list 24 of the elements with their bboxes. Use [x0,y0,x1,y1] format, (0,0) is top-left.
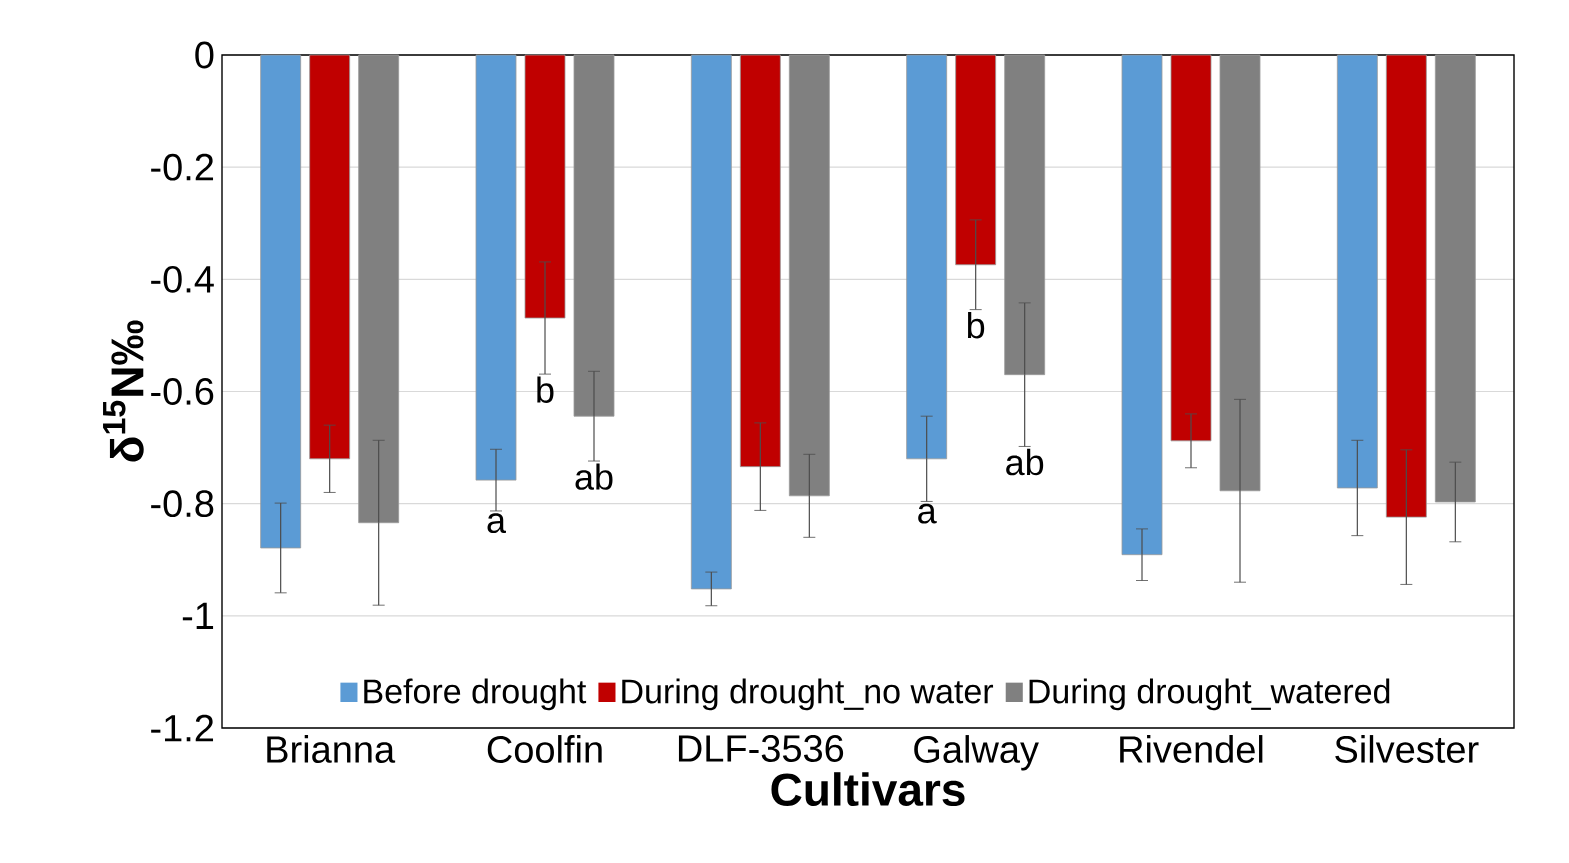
annotation: b [967,312,985,339]
y-tick-label: 0 [195,41,214,69]
annotation: ab [575,463,613,490]
y-tick-label: -0.2 [151,153,214,181]
x-tick-label: Coolfin [487,735,602,763]
x-tick-label: DLF-3536 [678,735,844,762]
x-tick-label: Rivendel [1120,735,1263,763]
legend-label: During drought_no water [622,678,994,711]
annotation: a [487,513,506,534]
annotation: a [918,503,937,524]
annotation: ab [1006,448,1044,476]
legend-label: During drought_watered [1029,678,1390,711]
x-axis-title: Cultivars [771,772,965,806]
y-tick-label: -0.4 [151,265,214,293]
x-tick-label: Galway [914,735,1039,771]
x-tick-label: Brianna [267,735,396,763]
y-tick-label: -0.8 [151,490,214,518]
legend-label: Before drought [364,678,587,711]
annotation: b [537,376,554,403]
y-tick-label: -1.2 [151,714,214,742]
y-axis-title: δ$^{15}$N‰ [103,320,144,462]
x-tick-label: Silvester [1335,735,1479,763]
y-tick-label: -0.6 [151,378,214,405]
y-tick-label: -1 [182,602,214,629]
